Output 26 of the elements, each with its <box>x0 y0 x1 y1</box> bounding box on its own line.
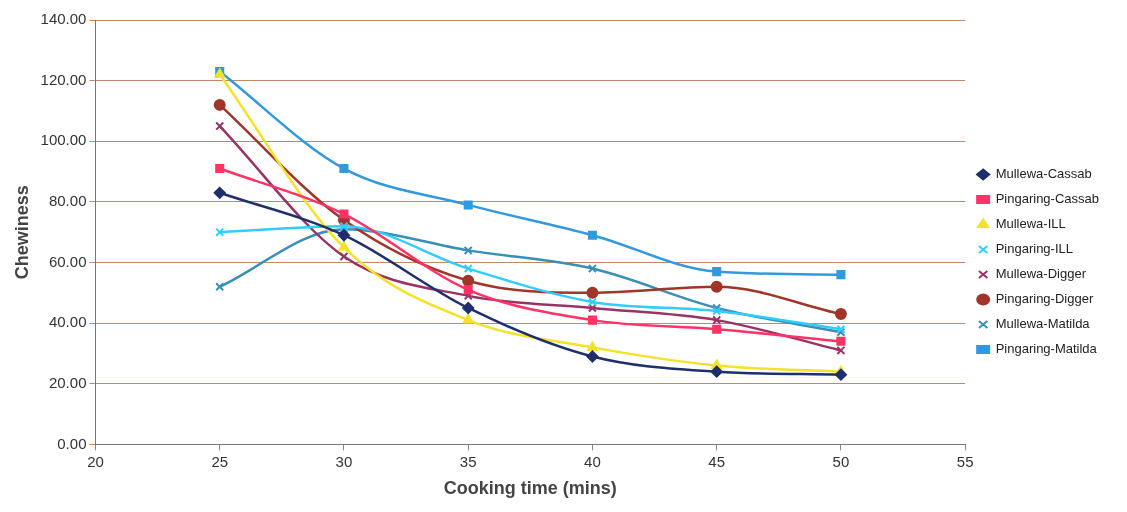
y-tick-label: 20.00 <box>48 373 87 391</box>
y-tick-label: 140.00 <box>40 10 87 28</box>
legend-label: Pingaring-Matilda <box>995 341 1098 357</box>
x-tick-label: 45 <box>708 452 726 470</box>
x-axis-title: Cooking time (mins) <box>443 478 617 499</box>
y-tick-label: 40.00 <box>48 313 87 331</box>
legend-label: Mullewa-Matilda <box>995 316 1091 332</box>
legend-label: Pingaring-ILL <box>995 241 1073 257</box>
y-tick-label: 100.00 <box>40 131 87 149</box>
legend-label: Mullewa-Cassab <box>995 166 1092 182</box>
x-tick-label: 50 <box>832 452 850 470</box>
y-tick-label: 0.00 <box>57 434 87 452</box>
y-axis-title: Chewiness <box>11 185 32 280</box>
legend-label: Mullewa-Digger <box>995 266 1087 282</box>
x-tick-label: 25 <box>211 452 229 470</box>
x-tick-label: 55 <box>956 452 974 470</box>
x-tick-label: 40 <box>584 452 601 470</box>
y-tick-label: 80.00 <box>48 192 87 210</box>
x-tick-label: 20 <box>87 452 104 470</box>
y-tick-label: 120.00 <box>40 70 87 88</box>
x-tick-label: 35 <box>459 452 477 470</box>
legend-label: Pingaring-Cassab <box>995 191 1100 207</box>
x-tick-label: 30 <box>335 452 353 470</box>
legend-label: Mullewa-ILL <box>995 216 1066 232</box>
y-tick-label: 60.00 <box>48 252 87 270</box>
legend-label: Pingaring-Digger <box>995 291 1094 307</box>
